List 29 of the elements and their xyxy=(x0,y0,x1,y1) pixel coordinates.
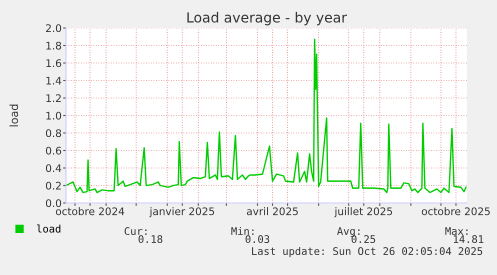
text: 0.03 xyxy=(246,235,270,244)
y-tick-label: 1.4 xyxy=(46,76,62,84)
y-tick-label: 1.8 xyxy=(46,42,62,50)
y-tick-label: 0.4 xyxy=(46,164,62,172)
text: Min: xyxy=(231,226,254,235)
x-tick-label: janvier 2025 xyxy=(149,207,214,218)
y-tick-label: 0.2 xyxy=(46,182,61,190)
chart-title: Load average - by year xyxy=(187,12,347,26)
y-axis-title: load xyxy=(10,104,18,126)
text: 0.18 xyxy=(138,235,162,244)
y-tick-label: 2.0 xyxy=(46,24,62,32)
x-tick-label: avril 2025 xyxy=(246,207,298,216)
y-tick-label: 1.0 xyxy=(46,112,62,120)
y-tick-label: 1.2 xyxy=(46,94,61,102)
x-tick-label: octobre 2025 xyxy=(422,207,490,216)
text: Avg: xyxy=(337,227,360,238)
y-tick-label: 0.6 xyxy=(46,146,62,155)
y-tick-label: 0.0 xyxy=(46,199,62,208)
x-tick-label: juillet 2025 xyxy=(334,207,392,218)
text: 14.81 xyxy=(454,235,484,244)
text: 0.25 xyxy=(352,235,376,244)
x-tick-label: octobre 2024 xyxy=(56,207,124,216)
text: Max: xyxy=(445,227,468,236)
line-series xyxy=(66,38,467,194)
y-tick-label: 0.8 xyxy=(46,129,62,138)
legend-label: load xyxy=(37,224,60,233)
text: Cur: xyxy=(124,227,146,236)
text: Last update: Sun Oct 26 02:05:04 2025 xyxy=(252,246,482,258)
y-tick-label: 1.6 xyxy=(46,59,62,68)
